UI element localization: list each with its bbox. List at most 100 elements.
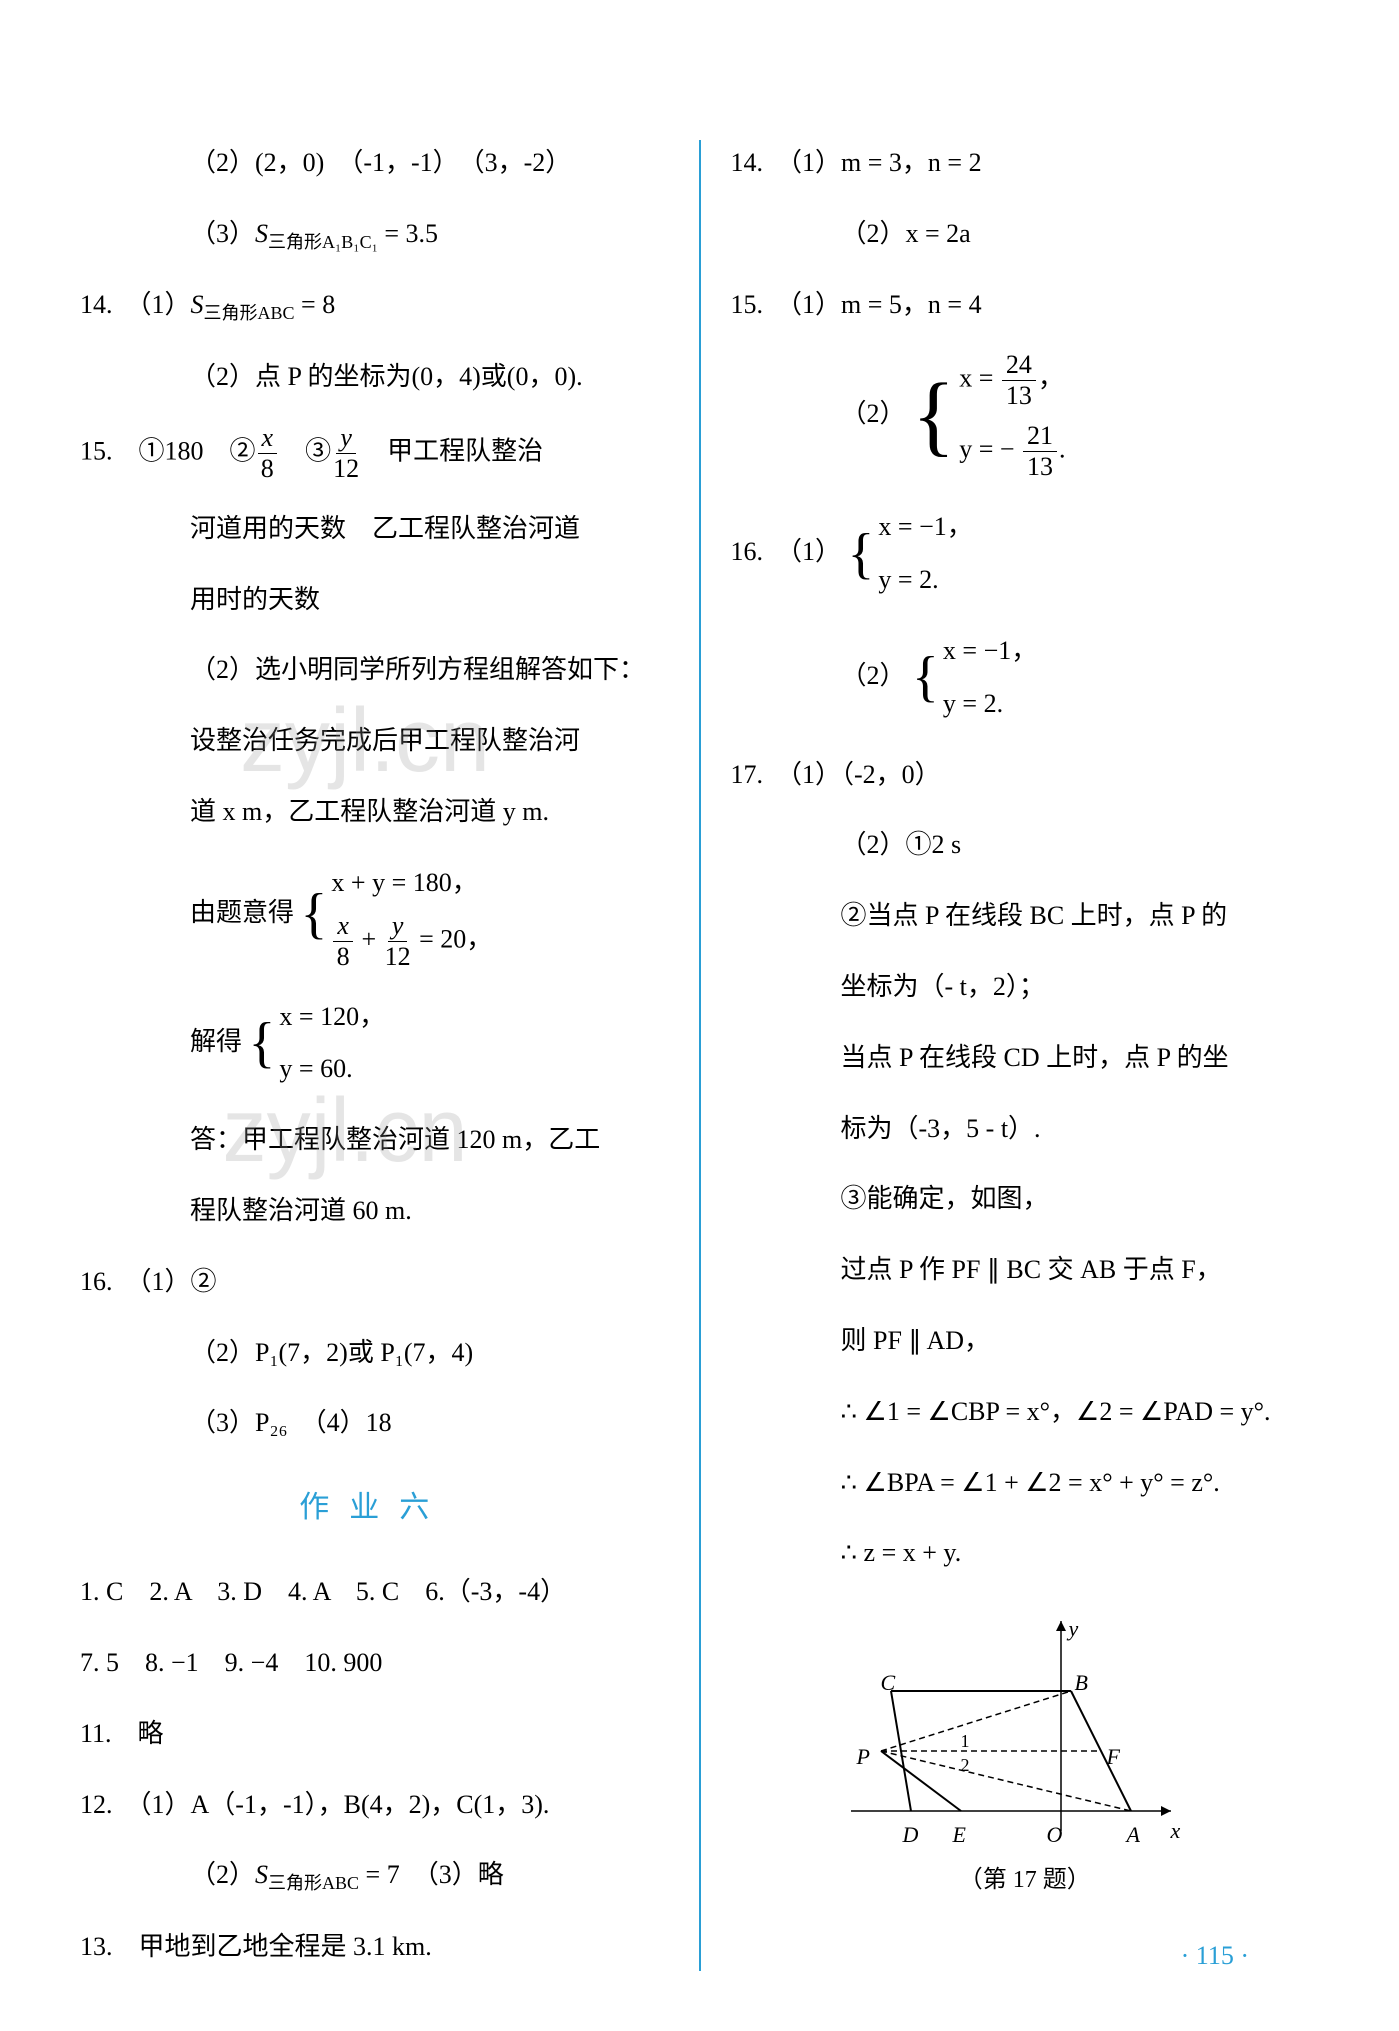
item-number: 14. <box>80 290 113 319</box>
text-line: （2）(2，0) （-1，-1） （3，-2） <box>80 140 669 187</box>
item-number: 14. <box>731 148 764 177</box>
fraction: y12 <box>333 425 359 482</box>
equation-block: 由题意得 { x + y = 180， x8 + y12 = 20， <box>80 860 669 970</box>
label: （1）m = 5，n = 4 <box>789 290 982 319</box>
text-line: 13. 甲地到乙地全程是 3.1 km. <box>80 1924 669 1971</box>
item-number: 16. <box>731 537 764 566</box>
equation-block: 解得 { x = 120， y = 60. <box>80 994 669 1094</box>
brace-icon: { <box>912 380 955 452</box>
equation: y = 2. <box>878 557 972 604</box>
text-line: 17. （1）（-2，0） <box>731 752 1320 799</box>
text-line: （3）P₂₆ （4）18 <box>80 1400 669 1447</box>
angle-label: 2 <box>961 1749 970 1781</box>
brace-group: { x = 2413， y = − 2113. <box>912 352 1066 480</box>
text-line: 设整治任务完成后甲工程队整治河 <box>80 718 669 765</box>
label: （1） <box>139 290 191 319</box>
equation: y = − 2113. <box>959 423 1065 480</box>
equation: x = 2413， <box>959 352 1065 409</box>
var: y = − <box>959 435 1021 464</box>
text-line: 坐标为（- t，2）； <box>731 964 1320 1011</box>
subscript: 三角形ABC <box>204 304 295 324</box>
item-number: 15. <box>80 436 113 465</box>
brace-group: { x = −1， y = 2. <box>912 628 1037 728</box>
numer: y <box>336 425 356 454</box>
text-line: 程队整治河道 60 m. <box>80 1188 669 1235</box>
text-line: （2）选小明同学所列方程组解答如下： <box>80 647 669 694</box>
punct: ， <box>1038 364 1064 393</box>
text-line: 15. （1）m = 5，n = 4 <box>731 282 1320 329</box>
point-label: D <box>903 1815 919 1855</box>
label: （1）A（-1，-1），B(4，2)，C(1，3). <box>139 1790 550 1819</box>
equation: x8 + y12 = 20， <box>331 913 492 970</box>
brace-icon: { <box>301 892 328 937</box>
text-line: 12. （1）A（-1，-1），B(4，2)，C(1，3). <box>80 1782 669 1829</box>
label: （1） <box>789 537 841 566</box>
brace-icon: { <box>848 532 875 577</box>
value: = 3.5 <box>378 219 438 248</box>
fraction: x8 <box>258 425 278 482</box>
page-content: （2）(2，0) （-1，-1） （3，-2） （3）S三角形A₁B₁C₁ = … <box>0 0 1399 2031</box>
op: + <box>355 924 383 953</box>
punct: . <box>1059 435 1066 464</box>
point-label: P <box>857 1737 870 1777</box>
equation-block: （2） { x = −1， y = 2. <box>731 628 1320 728</box>
item-number: 16. <box>80 1267 113 1296</box>
brace-icon: { <box>912 655 939 700</box>
brace-group: { x + y = 180， x8 + y12 = 20， <box>301 860 493 970</box>
numer: 21 <box>1023 423 1057 452</box>
axis-label-x: x <box>1171 1811 1181 1851</box>
label: 甲工程队整治 <box>361 436 543 465</box>
label: （3） <box>190 219 255 248</box>
subscript: 三角形A₁B₁C₁ <box>268 232 378 252</box>
point-label: C <box>881 1663 896 1703</box>
brace-group: { x = −1， y = 2. <box>848 504 973 604</box>
numer: x <box>333 913 353 942</box>
axis-label-y: y <box>1069 1609 1079 1649</box>
label: 解得 <box>190 1026 242 1055</box>
equation-block: （2） { x = 2413， y = − 2113. <box>731 352 1320 480</box>
point-label: B <box>1075 1663 1088 1703</box>
brace-group: { x = 120， y = 60. <box>249 994 386 1094</box>
text-line: ②当点 P 在线段 BC 上时，点 P 的 <box>731 893 1320 940</box>
text-line: ∴ ∠BPA = ∠1 + ∠2 = x° + y° = z°. <box>731 1460 1320 1507</box>
label: （1）② <box>139 1267 217 1296</box>
text-line: 16. （1）② <box>80 1259 669 1306</box>
brace-icon: { <box>249 1021 276 1066</box>
text-line: 14. （1）S三角形ABC = 8 <box>80 282 669 330</box>
text-line: 用时的天数 <box>80 577 669 624</box>
denom: 12 <box>333 454 359 482</box>
text-line: 11. 略 <box>80 1711 669 1758</box>
text-line: 14. （1）m = 3，n = 2 <box>731 140 1320 187</box>
column-divider <box>699 140 701 1971</box>
equation-block: 16. （1） { x = −1， y = 2. <box>731 504 1320 604</box>
text-line: 则 PF ∥ AD， <box>731 1318 1320 1365</box>
text-line: 15. ①180 ②x8 ③y12 甲工程队整治 <box>80 425 669 482</box>
item-number: 12. <box>80 1790 113 1819</box>
text-line: ③能确定，如图， <box>731 1176 1320 1223</box>
text-line: 标为（-3，5 - t）. <box>731 1106 1320 1153</box>
text-line: 7. 5 8. −1 9. −4 10. 900 <box>80 1640 669 1687</box>
equation: x = 120， <box>279 994 385 1041</box>
text-line: （2）S三角形ABC = 7 （3）略 <box>80 1852 669 1900</box>
value: = 7 （3）略 <box>359 1860 504 1889</box>
page-number: · 115 · <box>1181 1941 1249 1971</box>
denom: 13 <box>1006 381 1032 409</box>
equation: x = −1， <box>878 504 972 551</box>
numer: x <box>258 425 278 454</box>
value: = 8 <box>295 290 336 319</box>
text-line: 当点 P 在线段 CD 上时，点 P 的坐 <box>731 1035 1320 1082</box>
label: ③ <box>279 436 331 465</box>
denom: 13 <box>1027 452 1053 480</box>
var: S <box>191 290 204 319</box>
point-label: E <box>953 1815 966 1855</box>
text-line: 河道用的天数 乙工程队整治河道 <box>80 506 669 553</box>
text-line: （3）S三角形A₁B₁C₁ = 3.5 <box>80 211 669 259</box>
denom: 12 <box>385 942 411 970</box>
figure-caption: （第 17 题） <box>731 1859 1320 1902</box>
text-line: 答：甲工程队整治河道 120 m，乙工 <box>80 1117 669 1164</box>
text-line: 道 x m，乙工程队整治河道 y m. <box>80 789 669 836</box>
var: S <box>255 219 268 248</box>
label: （1）（-2，0） <box>789 760 941 789</box>
point-label: A <box>1127 1815 1140 1855</box>
numer: y <box>388 913 408 942</box>
